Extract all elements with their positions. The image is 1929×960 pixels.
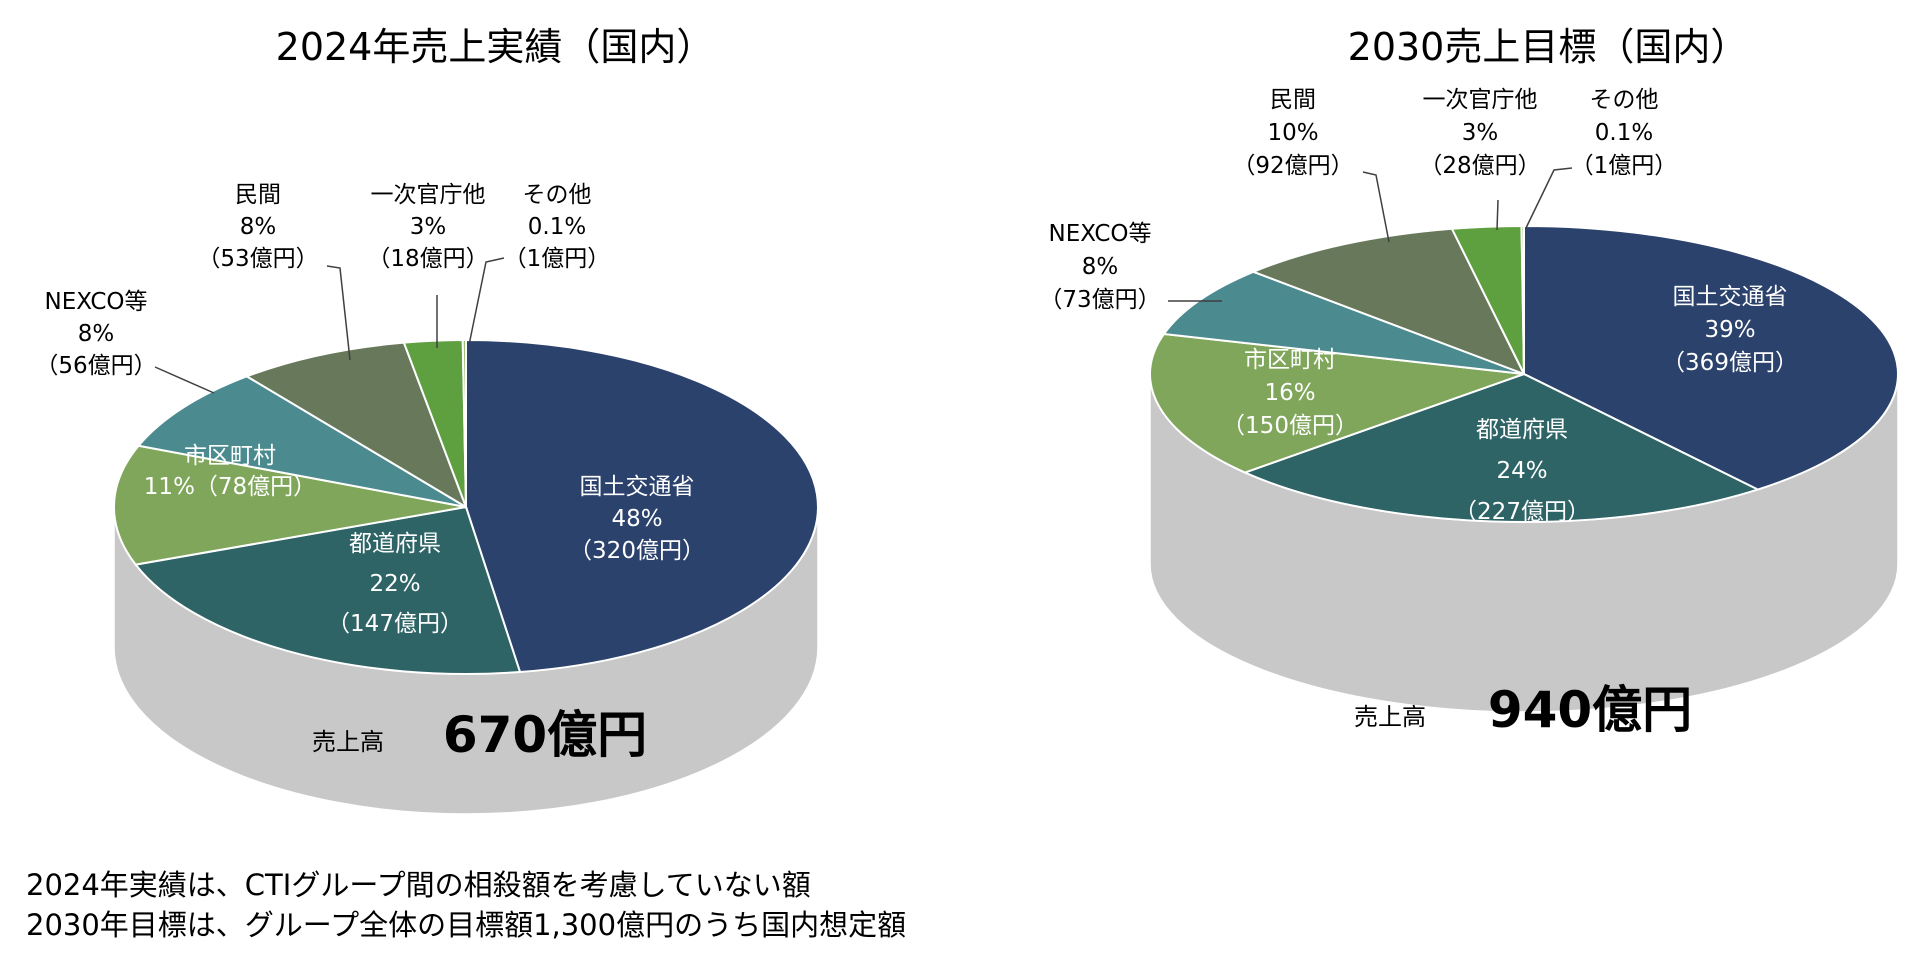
total-caption-2: 売上高 <box>1354 703 1426 731</box>
slice-label-1-1: 国土交通省 48%（320億円） <box>569 474 705 564</box>
slice-label-1-4: NEXCO等 8%（56億円） <box>35 289 156 379</box>
leader-line-2-6 <box>1496 199 1499 231</box>
slice-label-1-2: 都道府県 22%（147億円） <box>327 531 463 637</box>
slice-label-1-5: 民間 8%（53億円） <box>197 182 318 272</box>
slice-label-1-7: その他 0.1%（1億円） <box>504 182 611 272</box>
pie-slice-2-3 <box>1149 332 1525 474</box>
leader-line-1-4 <box>154 366 215 394</box>
chart-title-1: 2024年売上実績（国内） <box>276 25 715 69</box>
total-caption-1: 売上高 <box>312 728 384 756</box>
slice-label-2-6: 一次官庁他 3%（28億円） <box>1419 87 1540 179</box>
pie-slice-2-5 <box>1250 227 1527 376</box>
pie-slice-2-1 <box>1523 224 1899 491</box>
pie-slice-1-5 <box>244 341 468 510</box>
leader-line-1-5 <box>326 265 351 361</box>
slice-label-2-1: 国土交通省 39%（369億円） <box>1662 284 1798 376</box>
total-value-2: 940億円 <box>1488 681 1692 739</box>
total-value-1: 670億円 <box>443 706 647 764</box>
pie-slice-1-3 <box>113 444 467 566</box>
pie-slice-2-2 <box>1242 372 1761 523</box>
pie-chart-2: 国土交通省 39%（369億円） 都道府県 24%（227億円） 市区町村 16%（150… <box>1039 25 1899 739</box>
footnote-1: 2024年実績は、CTIグループ間の相殺額を考慮していない額 <box>26 868 811 902</box>
leader-line-2-7 <box>1525 167 1573 229</box>
slice-label-2-4: NEXCO等 8%（73億円） <box>1039 221 1160 313</box>
slice-label-2-7: その他 0.1%（1億円） <box>1571 87 1678 179</box>
leader-line-2-5 <box>1362 171 1390 243</box>
pie-slice-1-1 <box>465 338 819 674</box>
leader-line-1-7 <box>468 257 505 346</box>
pie-slice-1-7 <box>461 338 467 508</box>
footnote-2: 2030年目標は、グループ全体の目標額1,300億円のうち国内想定額 <box>26 908 907 942</box>
slice-label-2-3: 市区町村 16%（150億円） <box>1222 347 1358 439</box>
pie-slice-2-7 <box>1520 224 1525 375</box>
slice-label-1-3: 市区町村 11%（78億円） <box>144 443 316 500</box>
pie-slice-1-4 <box>136 375 467 508</box>
slice-label-2-5: 民間 10%（92億円） <box>1232 87 1353 179</box>
slice-label-1-6: 一次官庁他 3%（18億円） <box>367 182 488 272</box>
chart-title-2: 2030売上目標（国内） <box>1348 25 1749 69</box>
pie-chart-1: 国土交通省 48%（320億円） 都道府県 22%（147億円）市区町村 11%（78億… <box>35 25 819 815</box>
slice-label-2-2: 都道府県 24%（227億円） <box>1454 417 1590 525</box>
